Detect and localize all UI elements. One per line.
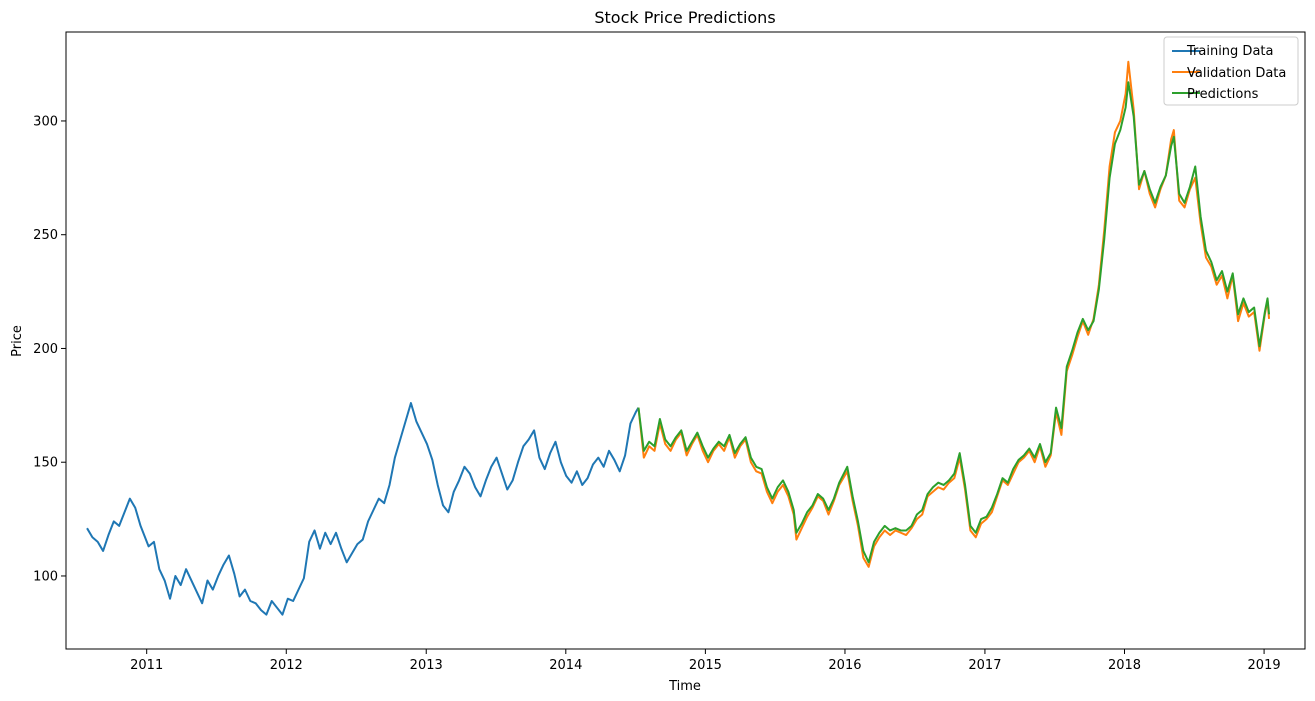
x-axis-label: Time <box>668 679 701 694</box>
series-line-training-data <box>86 402 640 616</box>
y-tick-label: 150 <box>33 456 58 471</box>
x-tick-label: 2013 <box>410 658 443 673</box>
x-tick-label: 2012 <box>270 658 303 673</box>
x-tick-label: 2016 <box>828 658 861 673</box>
x-tick-label: 2017 <box>968 658 1001 673</box>
x-tick-label: 2019 <box>1248 658 1281 673</box>
y-tick-label: 250 <box>33 228 58 243</box>
x-tick-label: 2018 <box>1108 658 1141 673</box>
legend-box <box>1163 36 1299 106</box>
chart-title: Stock Price Predictions <box>594 8 775 27</box>
legend-label-predictions: Predictions <box>1187 87 1259 102</box>
series-line-predictions <box>637 81 1271 564</box>
x-tick-label: 2015 <box>689 658 722 673</box>
y-axis-label: Price <box>10 325 25 357</box>
x-tick-label: 2014 <box>549 658 582 673</box>
x-axis: 2011 2012 2013 2014 2015 2016 2017 2018 2019 <box>130 649 1281 673</box>
legend: Training Data Validation Data Prediction… <box>1163 36 1299 106</box>
y-tick-label: 300 <box>33 114 58 129</box>
plot-area <box>65 31 1306 650</box>
legend-label-validation: Validation Data <box>1187 66 1286 81</box>
legend-label-training: Training Data <box>1186 44 1273 59</box>
series-layer <box>86 60 1271 616</box>
x-tick-label: 2011 <box>130 658 163 673</box>
y-axis: 100 150 200 250 300 <box>33 114 66 584</box>
y-tick-label: 200 <box>33 342 58 357</box>
y-tick-label: 100 <box>33 569 58 584</box>
